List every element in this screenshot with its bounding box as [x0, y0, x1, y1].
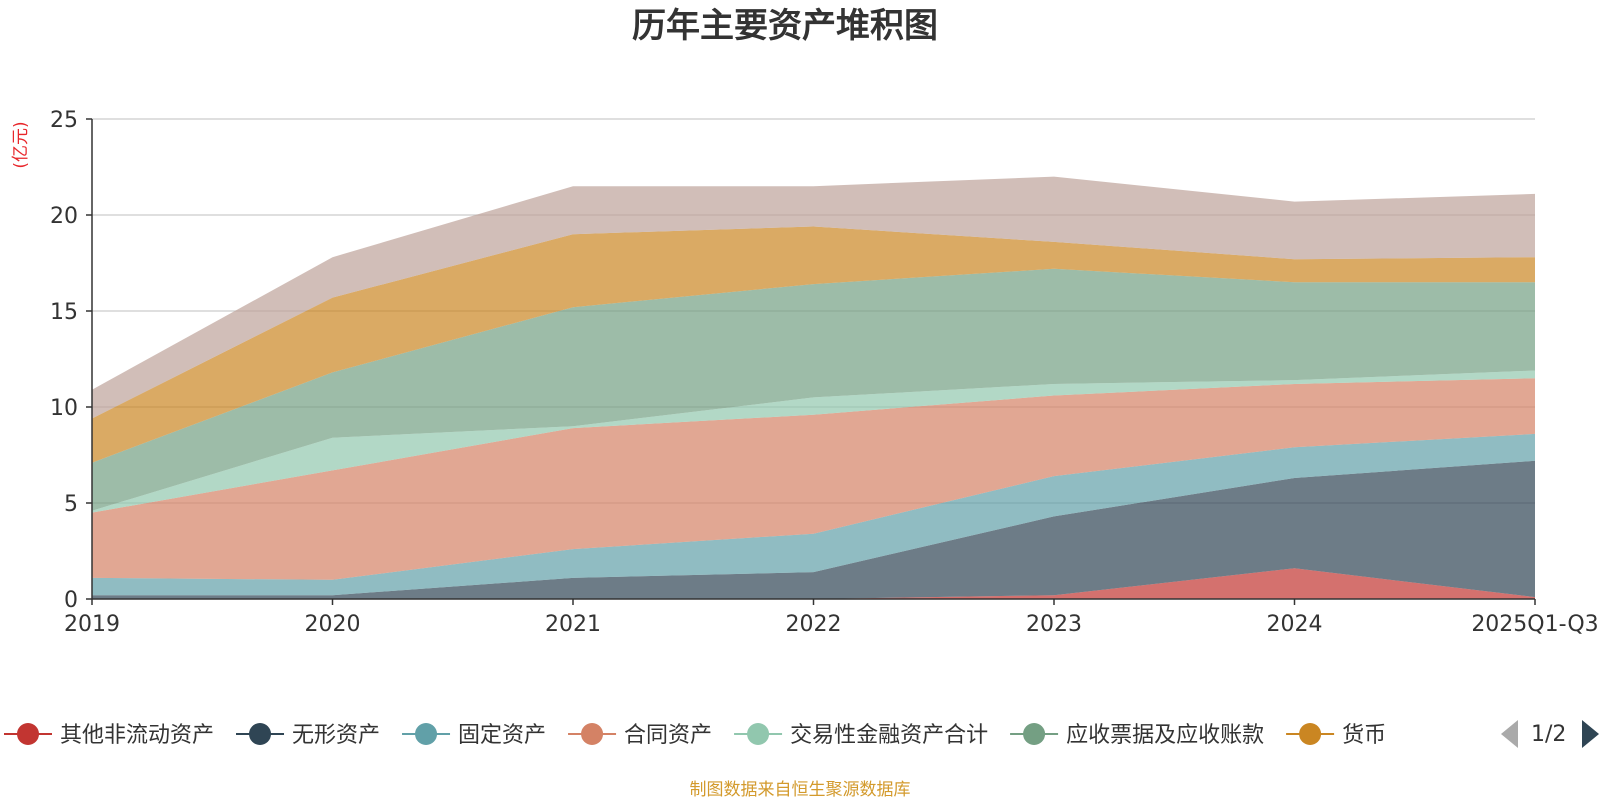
legend-circle-icon [1299, 723, 1322, 745]
chart-title: 历年主要资产堆积图 [632, 6, 938, 46]
legend-item[interactable]: 其他非流动资产 [4, 723, 214, 748]
legend-item[interactable]: 无形资产 [236, 723, 380, 748]
legend-page-indicator: 1/2 [1531, 722, 1566, 747]
legend-label: 交易性金融资产合计 [790, 723, 988, 748]
y-tick-label: 15 [50, 300, 78, 325]
legend-item[interactable]: 应收票据及应收账款 [1010, 723, 1264, 748]
x-tick-label: 2025Q1-Q3 [1471, 612, 1598, 637]
x-axis-ticks: 2019 2020 2021 2022 2023 2024 2025Q1-Q3 [64, 599, 1599, 637]
area-series-6[interactable] [92, 226, 1535, 463]
legend-label: 其他非流动资产 [60, 723, 214, 748]
legend-label: 应收票据及应收账款 [1066, 723, 1264, 748]
legend-label: 货币 [1342, 723, 1386, 748]
legend-label: 合同资产 [624, 723, 712, 748]
legend-item[interactable]: 固定资产 [402, 723, 546, 748]
legend-label: 固定资产 [458, 723, 546, 748]
x-tick-label: 2023 [1026, 612, 1082, 637]
area-series-group [92, 176, 1535, 599]
area-series-1[interactable] [92, 460, 1535, 599]
legend-item[interactable]: 合同资产 [568, 723, 712, 748]
x-tick-label: 2019 [64, 612, 120, 637]
area-series-5[interactable] [92, 268, 1535, 511]
y-tick-label: 20 [50, 204, 78, 229]
area-series-3[interactable] [92, 378, 1535, 580]
legend-circle-icon [747, 723, 770, 745]
y-tick-label: 25 [50, 108, 78, 133]
data-source-note: 制图数据来自恒生聚源数据库 [690, 780, 911, 800]
x-tick-label: 2022 [786, 612, 842, 637]
legend-circle-icon [415, 723, 438, 745]
legend-next-arrow-icon[interactable] [1582, 720, 1599, 748]
x-tick-label: 2020 [305, 612, 361, 637]
legend-circle-icon [17, 723, 39, 745]
y-tick-label: 10 [50, 396, 78, 421]
legend-item[interactable]: 交易性金融资产合计 [734, 723, 988, 748]
area-series-2[interactable] [92, 433, 1535, 596]
y-axis-unit-label: (亿元) [11, 121, 31, 168]
legend[interactable]: 其他非流动资产 无形资产 固定资产 合同资产 交易性金融资产合计 应收票据及应收账款 货币 [4, 723, 1386, 748]
area-series-4[interactable] [92, 370, 1535, 513]
x-tick-label: 2021 [545, 612, 601, 637]
legend-circle-icon [249, 723, 272, 745]
legend-prev-arrow-icon[interactable] [1501, 720, 1518, 748]
x-tick-label: 2024 [1267, 612, 1323, 637]
legend-label: 无形资产 [292, 723, 380, 748]
legend-item[interactable]: 货币 [1286, 723, 1386, 748]
y-tick-label: 5 [64, 492, 78, 517]
legend-circle-icon [1023, 723, 1046, 745]
legend-pager[interactable]: 1/2 [1501, 720, 1599, 748]
legend-circle-icon [581, 723, 604, 745]
area-series-0[interactable] [92, 568, 1535, 599]
y-tick-label: 0 [64, 588, 78, 613]
y-axis-ticks: 0 5 10 15 20 25 [50, 108, 92, 613]
area-series-7[interactable] [92, 176, 1535, 419]
